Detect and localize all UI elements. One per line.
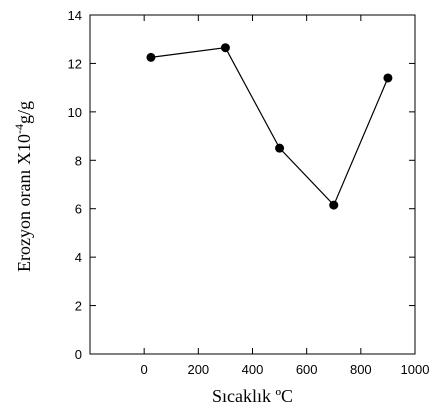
y-axis-title-exponent: -4 (12, 124, 26, 134)
y-axis-ticks: 0 2 4 6 8 10 12 14 (68, 8, 415, 362)
data-point (383, 73, 393, 83)
x-tick-label: 800 (350, 362, 372, 377)
x-tick-label: 400 (242, 362, 264, 377)
data-point (220, 43, 230, 53)
y-axis-title: Erozyon oranı X10-4g/g (12, 101, 34, 272)
y-tick-label: 0 (75, 347, 82, 362)
series-line (150, 47, 389, 207)
y-tick-label: 14 (68, 8, 82, 23)
data-point (146, 52, 156, 62)
x-tick-label: 600 (296, 362, 318, 377)
y-tick-label: 8 (75, 153, 82, 168)
x-axis-ticks: 0 200 400 600 800 1000 (141, 15, 430, 377)
x-tick-label: 0 (141, 362, 148, 377)
data-point (329, 200, 339, 210)
y-tick-label: 4 (75, 250, 82, 265)
y-tick-label: 2 (75, 299, 82, 314)
x-tick-label: 200 (187, 362, 209, 377)
x-tick-label: 1000 (401, 362, 430, 377)
y-tick-label: 12 (68, 56, 82, 71)
y-tick-label: 10 (68, 105, 82, 120)
data-point (275, 143, 285, 153)
plot-frame (89, 14, 416, 355)
x-axis-title: Sıcaklık ºC (212, 386, 293, 406)
y-tick-label: 6 (75, 202, 82, 217)
series-markers (146, 43, 393, 210)
